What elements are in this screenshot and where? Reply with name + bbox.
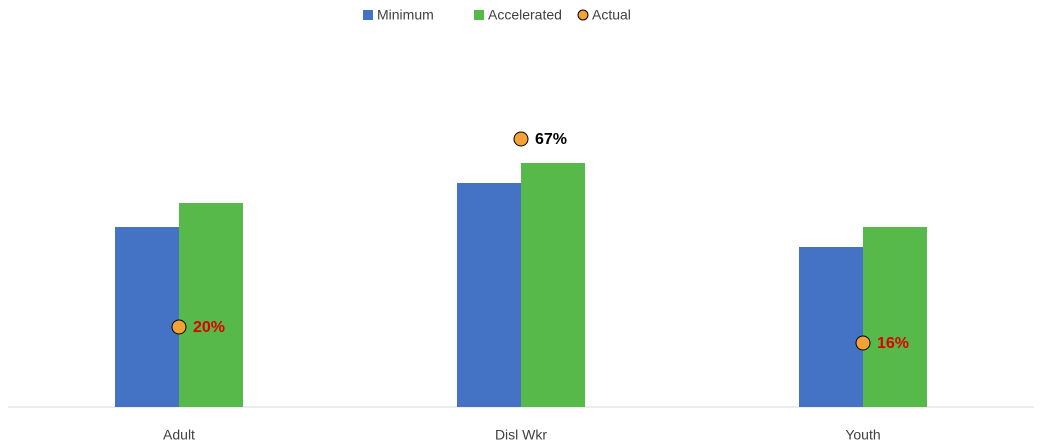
x-tick-label: Youth: [845, 427, 880, 443]
x-tick-label: Adult: [163, 427, 195, 443]
legend-marker: [474, 10, 484, 20]
bar: [799, 247, 863, 407]
data-label: 16%: [877, 335, 909, 352]
bar: [115, 227, 179, 407]
legend-label: Accelerated: [488, 7, 562, 23]
legend-marker: [577, 9, 589, 21]
data-label: 20%: [193, 319, 225, 336]
bar: [521, 163, 585, 407]
data-label: 67%: [535, 131, 567, 148]
x-tick-label: Disl Wkr: [495, 427, 547, 443]
actual-marker: [513, 131, 529, 147]
actual-marker: [855, 335, 871, 351]
legend-label: Actual: [592, 7, 631, 23]
bar: [863, 227, 927, 407]
bar: [179, 203, 243, 407]
legend-label: Minimum: [377, 7, 434, 23]
bar: [457, 183, 521, 407]
legend-marker: [363, 10, 373, 20]
actual-marker: [171, 319, 187, 335]
